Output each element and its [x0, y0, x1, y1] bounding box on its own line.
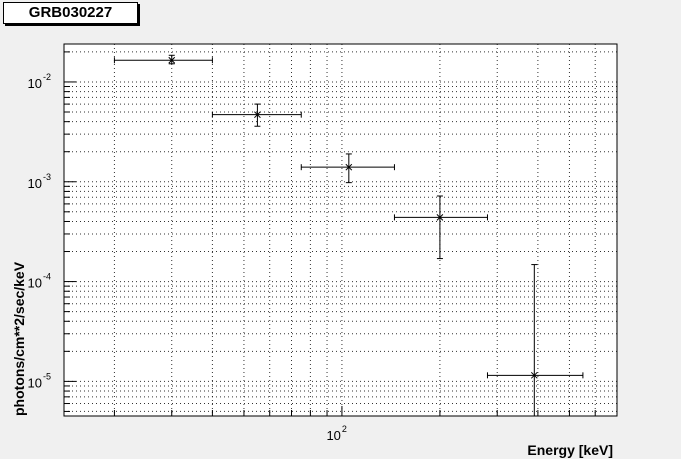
x-tick-label-exponent: 2 — [342, 424, 347, 434]
marker-stroke — [345, 163, 353, 171]
plot-frame — [63, 43, 618, 417]
chart-title: GRB030227 — [3, 2, 138, 24]
grid-layer — [64, 44, 617, 416]
data-point — [211, 103, 302, 127]
data-point — [300, 153, 395, 184]
data-point — [393, 195, 488, 260]
y-tick-label-exponent: -4 — [43, 272, 51, 282]
marker-stroke — [168, 56, 176, 64]
points-layer — [113, 54, 584, 417]
y-tick-label: 10 — [28, 375, 42, 390]
x-tick-label: 10 — [326, 428, 340, 443]
marker-stroke — [436, 213, 444, 221]
data-point — [486, 264, 584, 417]
y-tick-label-exponent: -5 — [43, 371, 51, 381]
y-tick-label-exponent: -3 — [43, 172, 51, 182]
y-axis-label: photons/cm**2/sec/keV — [11, 261, 27, 416]
marker-stroke — [254, 111, 261, 119]
marker-stroke — [530, 371, 538, 379]
x-axis-label: Energy [keV] — [527, 442, 613, 458]
y-tick-label-exponent: -2 — [43, 72, 51, 82]
y-tick-label: 10 — [28, 76, 42, 91]
axis-layer: 10 -210 -310 -410 -510 2 — [28, 51, 596, 443]
y-tick-label: 10 — [28, 276, 42, 291]
data-point — [113, 54, 213, 65]
y-tick-label: 10 — [28, 176, 42, 191]
